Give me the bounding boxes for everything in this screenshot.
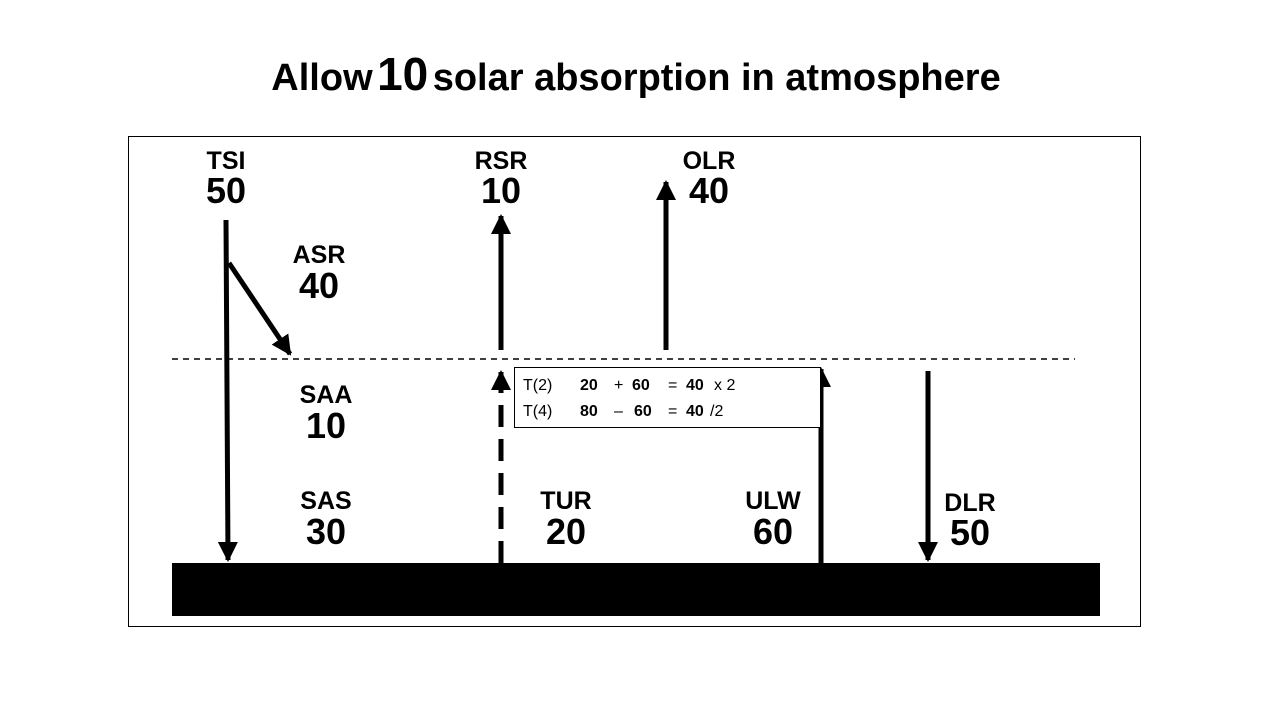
node-value: 60 <box>753 511 793 552</box>
title: Allow 10 solar absorption in atmosphere <box>271 48 1000 100</box>
node-value: 40 <box>299 265 339 306</box>
equation-part: x 2 <box>714 377 735 394</box>
frame <box>128 136 1141 627</box>
arrow-asr <box>226 261 293 356</box>
equation-part: T(2) <box>523 377 552 394</box>
equation-part: T(4) <box>523 403 552 420</box>
equation-part: 60 <box>632 377 650 394</box>
node-label: ASR <box>293 241 346 269</box>
node-value: 10 <box>481 170 521 211</box>
equation-part: 60 <box>634 403 652 420</box>
arrows <box>217 180 938 563</box>
node-label: TUR <box>540 487 591 515</box>
node-label: ULW <box>745 487 801 515</box>
equation-part: = <box>668 377 677 394</box>
equation-part: = <box>668 403 677 420</box>
arrow-tsi <box>217 219 238 562</box>
node-label: RSR <box>475 147 528 175</box>
node-value: 20 <box>546 511 586 552</box>
node-value: 50 <box>950 512 990 553</box>
equation-part: + <box>614 377 623 394</box>
node-value: 30 <box>306 511 346 552</box>
node-value: 40 <box>689 170 729 211</box>
ground <box>172 563 1100 616</box>
node-label: SAS <box>300 487 351 515</box>
equation-part: /2 <box>710 403 723 420</box>
equation-box <box>514 367 821 428</box>
node-label: TSI <box>207 147 246 175</box>
node-value: 50 <box>206 170 246 211</box>
title-part: Allow <box>271 57 373 99</box>
title-part: solar absorption in atmosphere <box>433 57 1001 99</box>
equation-part: 80 <box>580 403 598 420</box>
node-label: OLR <box>683 147 736 175</box>
equation-part: 40 <box>686 403 704 420</box>
title-number: 10 <box>377 48 428 100</box>
equation-part: – <box>614 403 623 420</box>
equation-part: 20 <box>580 377 598 394</box>
node-label: DLR <box>944 489 995 517</box>
node-value: 10 <box>306 405 346 446</box>
equation-part: 40 <box>686 377 704 394</box>
node-label: SAA <box>300 381 353 409</box>
